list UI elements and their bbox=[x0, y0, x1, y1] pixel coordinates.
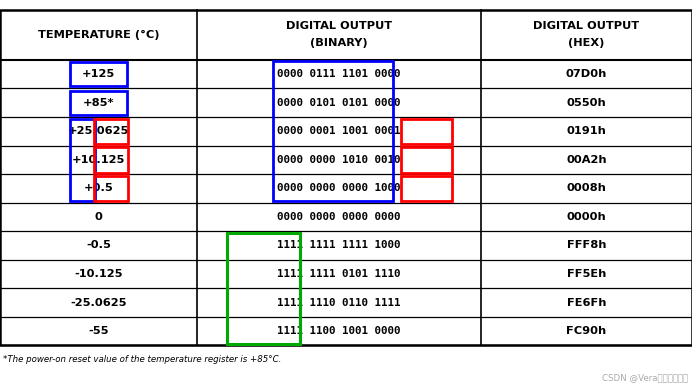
Bar bbox=[401, 147, 452, 173]
Text: 0: 0 bbox=[95, 212, 102, 222]
Text: +85*: +85* bbox=[83, 98, 114, 108]
Bar bbox=[401, 176, 452, 201]
Text: -25.0625: -25.0625 bbox=[71, 298, 127, 308]
Text: CSDN @Vera工程师养成记: CSDN @Vera工程师养成记 bbox=[602, 373, 689, 382]
Text: 0008h: 0008h bbox=[567, 183, 606, 193]
Text: -55: -55 bbox=[89, 326, 109, 336]
Text: 07D0h: 07D0h bbox=[566, 69, 607, 79]
Text: 1111 1110 0110 1111: 1111 1110 0110 1111 bbox=[277, 298, 401, 308]
Bar bbox=[273, 61, 394, 201]
Bar bbox=[70, 62, 127, 86]
Text: DIGITAL OUTPUT: DIGITAL OUTPUT bbox=[286, 21, 392, 31]
Text: +125: +125 bbox=[82, 69, 116, 79]
Text: (BINARY): (BINARY) bbox=[310, 38, 368, 48]
Text: -10.125: -10.125 bbox=[74, 269, 123, 279]
Text: FFF8h: FFF8h bbox=[567, 240, 606, 251]
Text: +10.125: +10.125 bbox=[72, 155, 125, 165]
Text: 1111 1111 0101 1110: 1111 1111 0101 1110 bbox=[277, 269, 401, 279]
Text: 00A2h: 00A2h bbox=[566, 155, 607, 165]
Text: DIGITAL OUTPUT: DIGITAL OUTPUT bbox=[534, 21, 639, 31]
Text: FC90h: FC90h bbox=[566, 326, 607, 336]
Text: +25.0625: +25.0625 bbox=[68, 126, 129, 136]
Text: 0191h: 0191h bbox=[567, 126, 606, 136]
Bar bbox=[94, 176, 128, 201]
Text: 0000 0000 1010 0010: 0000 0000 1010 0010 bbox=[277, 155, 401, 165]
Bar bbox=[0, 10, 692, 345]
Text: 0000 0111 1101 0000: 0000 0111 1101 0000 bbox=[277, 69, 401, 79]
Text: 0550h: 0550h bbox=[567, 98, 606, 108]
Text: +0.5: +0.5 bbox=[84, 183, 113, 193]
Bar bbox=[94, 119, 128, 144]
Bar bbox=[70, 91, 127, 115]
Text: TEMPERATURE (°C): TEMPERATURE (°C) bbox=[38, 30, 159, 40]
Text: 0000h: 0000h bbox=[567, 212, 606, 222]
Text: (HEX): (HEX) bbox=[568, 38, 605, 48]
Bar bbox=[226, 233, 300, 344]
Text: 0000 0000 0000 0000: 0000 0000 0000 0000 bbox=[277, 212, 401, 222]
Text: 1111 1111 1111 1000: 1111 1111 1111 1000 bbox=[277, 240, 401, 251]
Text: 0000 0101 0101 0000: 0000 0101 0101 0000 bbox=[277, 98, 401, 108]
Text: *The power-on reset value of the temperature register is +85°C.: *The power-on reset value of the tempera… bbox=[3, 355, 282, 364]
Text: FE6Fh: FE6Fh bbox=[567, 298, 606, 308]
Bar bbox=[401, 119, 452, 144]
Text: 1111 1100 1001 0000: 1111 1100 1001 0000 bbox=[277, 326, 401, 336]
Text: -0.5: -0.5 bbox=[86, 240, 111, 251]
Bar bbox=[94, 147, 128, 173]
Bar bbox=[70, 119, 95, 201]
Text: FF5Eh: FF5Eh bbox=[567, 269, 606, 279]
Text: 0000 0000 0000 1000: 0000 0000 0000 1000 bbox=[277, 183, 401, 193]
Text: 0000 0001 1001 0001: 0000 0001 1001 0001 bbox=[277, 126, 401, 136]
